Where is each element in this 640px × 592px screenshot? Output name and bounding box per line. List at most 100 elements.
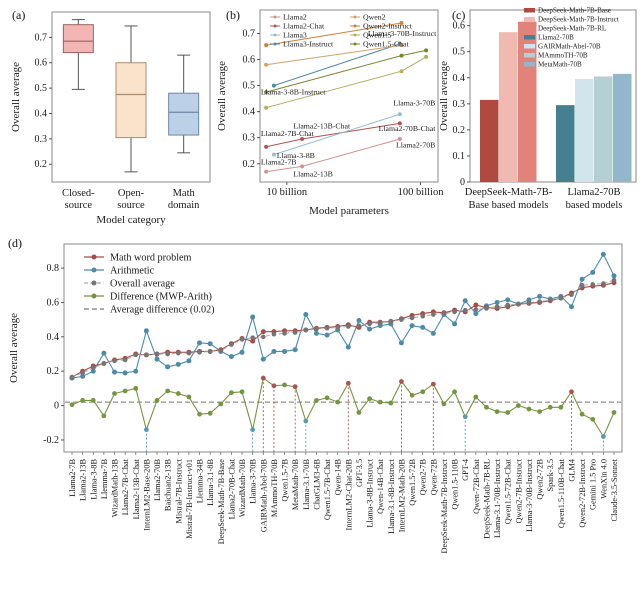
legend-marker-dot	[91, 280, 97, 286]
data-point	[399, 21, 404, 26]
data-point	[452, 389, 457, 395]
series-qwen1-5-chat	[264, 48, 429, 95]
data-point	[558, 295, 564, 301]
data-point	[473, 311, 479, 317]
legend-label: Qwen2-Instruct	[363, 22, 413, 31]
legend-marker-dot	[91, 254, 97, 260]
box-open-source	[115, 25, 147, 173]
data-point	[175, 391, 181, 396]
legend-label: Overall average	[110, 279, 175, 290]
y-tick-label: 0.7	[243, 28, 256, 39]
y-tick-label: 0.4	[243, 107, 256, 118]
data-point	[143, 427, 149, 433]
data-point	[250, 335, 255, 340]
x-category-label: InternLM2-Chat-20B	[344, 459, 353, 531]
data-point	[345, 344, 351, 350]
x-category-label: Qwen2-72B-Instruct	[578, 458, 587, 527]
x-category-label: Qwen1.5-110B	[451, 459, 460, 510]
x-category-label: Qwen-14B-Chat	[376, 458, 385, 514]
data-point	[313, 330, 319, 336]
legend-marker-dot	[273, 24, 277, 28]
x-tick-label: 100 billion	[398, 187, 445, 198]
legend-label: MAmmoTH-70B	[538, 52, 588, 60]
data-point	[264, 62, 269, 67]
data-point	[271, 348, 277, 354]
data-point	[239, 349, 245, 355]
data-point	[133, 385, 139, 391]
data-point	[547, 297, 553, 303]
legend-label: GAIRMath-Abel-70B	[538, 43, 601, 51]
data-point	[590, 416, 596, 422]
data-point	[207, 410, 213, 416]
legend-label: Llama3	[283, 31, 307, 40]
data-point	[399, 43, 404, 48]
group-label: Llama2-70B	[567, 187, 620, 198]
data-point	[300, 164, 305, 169]
legend-marker-dot	[273, 33, 277, 37]
bar-mammoth-70b	[594, 76, 613, 182]
x-category-label: InternLM2-Base-20B	[142, 459, 151, 531]
data-point	[80, 398, 86, 403]
series-qwen2-instruct	[264, 21, 404, 48]
data-point	[494, 409, 500, 415]
data-point	[484, 404, 489, 410]
series-overall-average	[69, 277, 617, 380]
x-category-label: Llemma-34B	[196, 459, 205, 504]
data-point	[516, 301, 521, 307]
data-point	[264, 90, 269, 95]
box-body	[115, 62, 147, 139]
point-annotation: Llama-3-8B	[277, 151, 315, 160]
series-line	[266, 22, 402, 46]
data-point	[441, 311, 447, 316]
data-point	[484, 306, 489, 311]
x-category-label: Llama2-70B-Chat	[227, 458, 236, 519]
x-category-label: Llama2-13B	[79, 459, 88, 501]
y-tick-label: 0.6	[243, 55, 256, 66]
data-point	[101, 413, 107, 419]
data-point	[356, 323, 362, 328]
x-category-label: Llama-3-70B-Instruct	[525, 458, 534, 531]
x-category-label: Qwen-72B-Chat	[472, 458, 481, 514]
legend-label: Average difference (0.02)	[110, 305, 215, 316]
y-tick-label: 0.1	[453, 151, 466, 162]
legend-label: DeepSeek-Math-7B-Instruct	[538, 16, 619, 24]
data-point	[441, 401, 447, 407]
x-category-label: Llama2-7B-Chat	[121, 458, 130, 515]
data-point	[154, 351, 160, 357]
bar-deepseek-math-7b-rl	[518, 21, 537, 183]
data-point	[462, 298, 468, 304]
data-point	[218, 348, 224, 353]
data-point	[569, 389, 574, 395]
x-category-label: Llama-3-8B	[89, 459, 98, 500]
data-point	[430, 381, 436, 387]
y-tick-label: 0.6	[453, 21, 466, 32]
data-point	[303, 311, 309, 317]
y-tick-label: 0.4	[453, 73, 466, 84]
data-point	[324, 332, 330, 338]
y-axis-title: Overall average	[8, 313, 20, 383]
legend-label: Llama2-Chat	[283, 22, 325, 31]
x-category-label: InternLM2-Math-20B	[397, 459, 406, 533]
data-point	[197, 411, 202, 417]
data-point	[264, 169, 269, 174]
data-point	[345, 380, 351, 386]
data-point	[133, 368, 139, 374]
data-point	[260, 375, 266, 381]
point-annotation: Llama-3-8B-Instruct	[261, 88, 326, 97]
y-tick-label: 0.7	[35, 32, 48, 43]
data-point	[600, 434, 606, 439]
legend-label: DeepSeek-Math-7B-Base	[538, 7, 611, 15]
data-point	[335, 325, 340, 330]
data-point	[452, 321, 458, 327]
x-category-label: Gemini 1.5 Pro	[589, 459, 598, 510]
bar-deepseek-math-7b-instruct	[499, 32, 518, 182]
data-point	[250, 314, 256, 320]
data-point	[122, 370, 128, 376]
y-tick-label: 0.6	[47, 297, 60, 308]
data-point	[409, 392, 415, 398]
data-point	[547, 404, 553, 410]
data-point	[282, 331, 287, 336]
data-point	[420, 389, 426, 395]
y-tick-label: 0.2	[243, 159, 256, 170]
y-tick-label: 0	[54, 401, 59, 412]
